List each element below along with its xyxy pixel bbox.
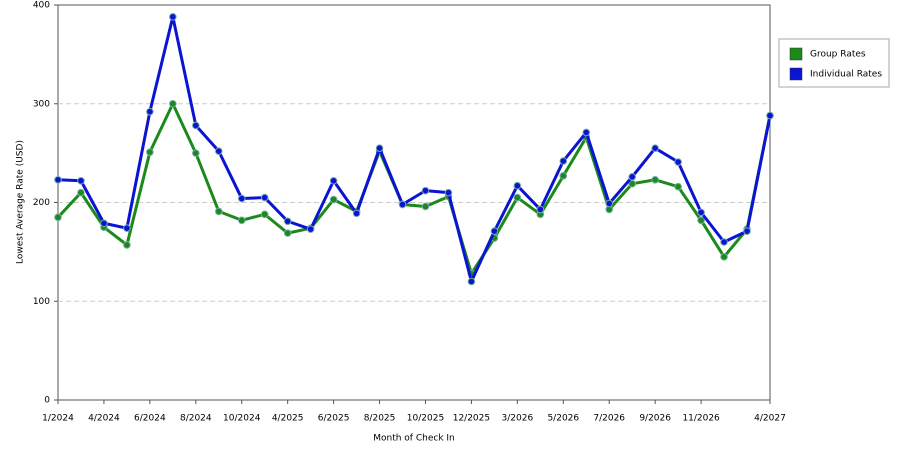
data-point: [260, 210, 269, 219]
data-point: [398, 200, 407, 209]
x-tick-label: 4/2025: [272, 414, 304, 424]
y-tick-label: 0: [44, 396, 50, 406]
data-point: [674, 182, 682, 191]
data-point: [169, 99, 177, 108]
data-point: [214, 207, 223, 216]
data-point: [697, 208, 705, 217]
x-tick-label: 4/2024: [88, 414, 120, 424]
data-point: [697, 216, 705, 225]
data-point: [674, 158, 682, 166]
data-point: [513, 193, 522, 202]
data-point: [490, 227, 499, 235]
data-point: [237, 194, 246, 203]
data-point: [54, 175, 62, 184]
data-point: [720, 238, 728, 246]
data-point: [582, 128, 591, 137]
y-axis-label: Lowest Average Rate (USD): [16, 140, 26, 264]
data-point: [720, 253, 728, 261]
data-point: [329, 176, 338, 185]
data-point: [329, 195, 338, 204]
data-point: [513, 181, 522, 190]
data-point: [123, 241, 131, 249]
x-tick-label: 6/2024: [134, 414, 166, 424]
x-tick-label: 10/2024: [223, 414, 261, 424]
data-point: [214, 147, 223, 155]
data-point: [651, 144, 659, 152]
x-tick-label: 8/2024: [180, 414, 212, 424]
data-point: [536, 205, 545, 214]
data-point: [283, 217, 292, 226]
legend-label: Individual Rates: [810, 70, 882, 80]
data-point: [352, 209, 361, 218]
data-point: [743, 227, 751, 235]
data-point: [146, 148, 154, 156]
data-point: [444, 188, 453, 197]
data-point: [375, 144, 384, 152]
data-point: [169, 13, 177, 21]
data-point: [54, 213, 62, 222]
data-point: [651, 175, 659, 184]
data-point: [77, 176, 85, 185]
x-tick-label: 3/2026: [502, 414, 534, 424]
data-point: [421, 186, 430, 195]
y-tick-label: 100: [33, 297, 50, 307]
y-tick-label: 400: [33, 1, 50, 11]
x-tick-label: 8/2025: [364, 414, 396, 424]
data-point: [192, 149, 200, 157]
x-tick-label: 9/2026: [639, 414, 671, 424]
data-point: [237, 216, 246, 225]
legend-swatch: [789, 47, 803, 61]
legend-label: Group Rates: [810, 50, 866, 60]
data-point: [77, 188, 85, 197]
data-point: [605, 199, 614, 208]
data-point: [192, 121, 200, 130]
data-point: [766, 111, 774, 120]
x-tick-label: 11/2026: [682, 414, 720, 424]
x-tick-label: 12/2025: [453, 414, 490, 424]
x-tick-label: 6/2025: [318, 414, 350, 424]
series-line: [56, 102, 772, 276]
data-point: [559, 172, 568, 180]
data-point: [146, 107, 154, 116]
data-point: [123, 224, 131, 232]
x-tick-label: 1/2024: [42, 414, 74, 424]
x-tick-label: 4/2027: [754, 414, 786, 424]
series-line: [57, 15, 772, 283]
data-point: [306, 225, 315, 233]
x-tick-label: 10/2025: [407, 414, 444, 424]
data-point: [421, 202, 430, 211]
y-tick-label: 200: [33, 198, 50, 208]
data-point: [467, 277, 476, 286]
data-point: [260, 193, 269, 202]
data-point: [559, 157, 568, 165]
x-axis-label: Month of Check In: [373, 434, 455, 444]
x-tick-label: 5/2026: [547, 414, 579, 424]
x-tick-label: 7/2026: [593, 414, 625, 424]
legend-swatch: [789, 67, 803, 81]
y-tick-label: 300: [33, 99, 50, 109]
data-point: [100, 219, 108, 228]
data-point: [628, 173, 636, 181]
data-point: [283, 229, 292, 237]
